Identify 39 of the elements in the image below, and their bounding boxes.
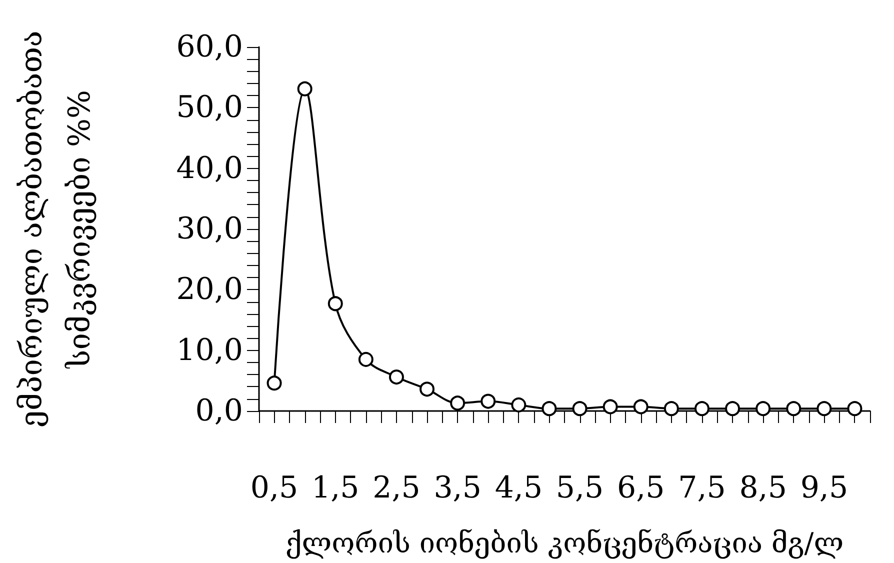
point (786, 401, 802, 416)
x-tick-label: 6,5 (617, 470, 665, 506)
point (328, 296, 343, 312)
point (480, 394, 496, 409)
x-tick-label: 5,5 (556, 470, 604, 506)
y-tick-label: 30,0 (176, 212, 243, 246)
point (633, 399, 648, 414)
x-tick-label: 0,5 (250, 470, 298, 506)
x-axis-title: ქლორის იონების კონცენტრაცია მგ/ლ (285, 526, 844, 560)
point (572, 401, 588, 416)
x-tick-label: 1,5 (312, 470, 360, 506)
point (358, 352, 374, 367)
y-tick-label: 60,0 (176, 30, 243, 64)
y-tick-label: 0,0 (195, 394, 243, 428)
point (756, 401, 771, 416)
y-tick-label: 50,0 (176, 90, 243, 126)
x-tick-label: 8,5 (739, 470, 787, 506)
point (847, 401, 862, 416)
x-tick-label: 2,5 (372, 470, 420, 506)
point (297, 81, 312, 96)
point (664, 401, 679, 416)
y-axis-title: ემპირიული ალბათობათა სიმკვრივეები %% (14, 30, 98, 428)
point (511, 397, 526, 412)
point (542, 401, 557, 416)
y-tick-label: 10,0 (176, 332, 243, 368)
point (388, 370, 404, 385)
x-tick-label: 7,5 (678, 470, 726, 506)
point (816, 401, 832, 416)
point (450, 396, 466, 411)
x-tick-label: 9,5 (800, 470, 848, 506)
point (694, 401, 710, 416)
point (725, 401, 740, 416)
point (602, 399, 618, 414)
x-tick-label: 4,5 (494, 470, 543, 506)
x-tick-label: 3,5 (434, 470, 482, 506)
point (266, 376, 282, 391)
y-tick-label: 20,0 (176, 272, 243, 308)
point (420, 382, 435, 397)
y-tick-label: 40,0 (176, 150, 243, 186)
